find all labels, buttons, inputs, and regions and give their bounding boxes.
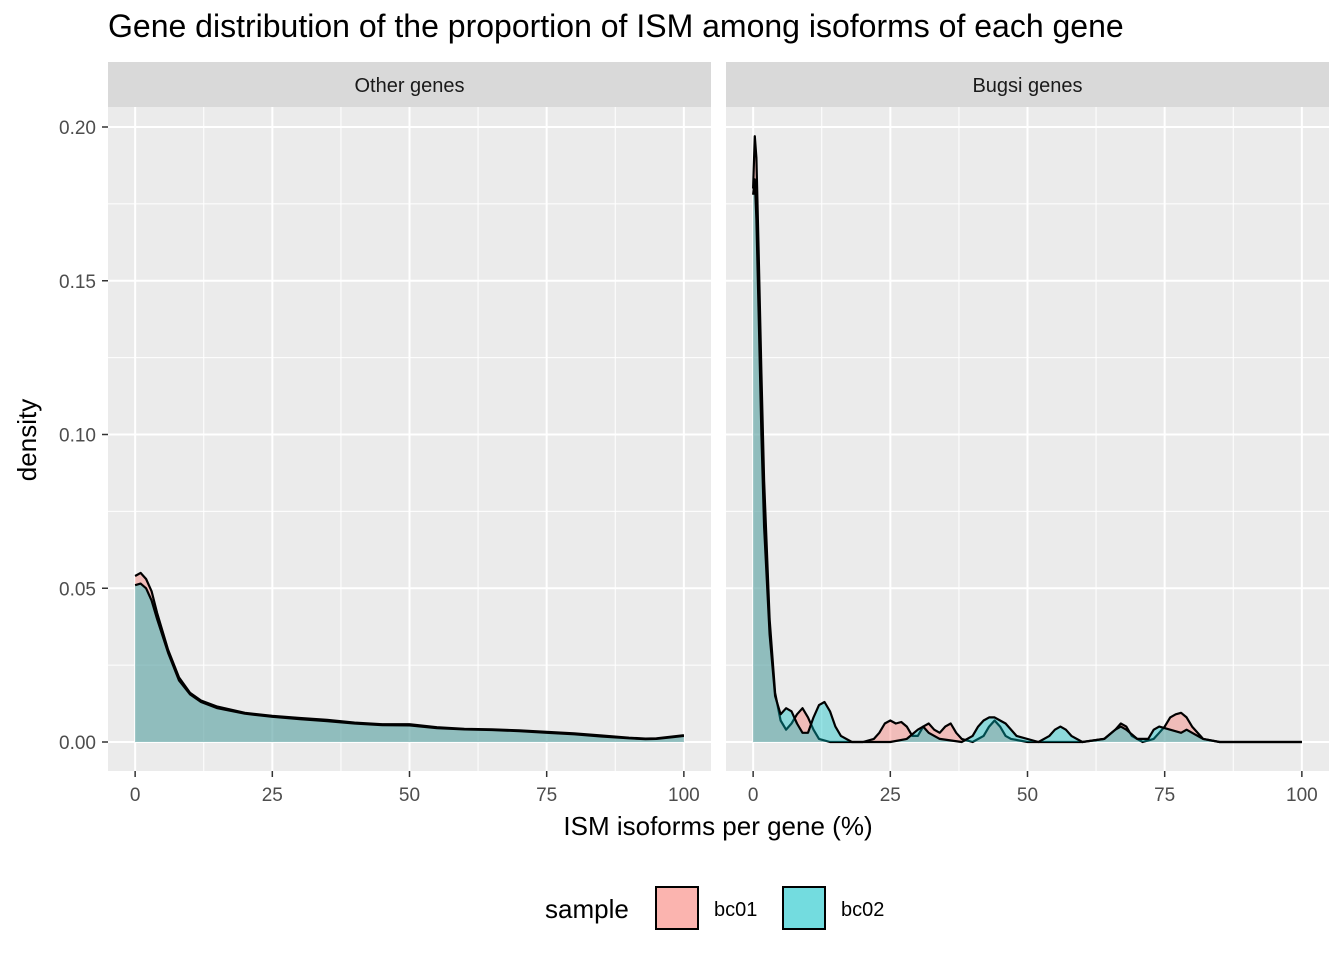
legend-swatch-bc02 xyxy=(782,886,826,930)
density-area-bc02 xyxy=(135,583,684,742)
x-tick-label: 100 xyxy=(1286,785,1318,806)
x-tick-label: 75 xyxy=(536,785,557,806)
y-tick-label: 0.00 xyxy=(59,733,96,754)
density-line-bc02 xyxy=(752,178,1302,744)
y-axis-title: density xyxy=(12,399,42,481)
legend-label-bc01: bc01 xyxy=(714,899,757,921)
panels-layer: Other genes 0 25 50 75 100 0.00 0.05 0.10 0.15 0.2… xyxy=(59,62,1329,806)
x-tick-label: 25 xyxy=(880,785,901,806)
x-tick-label: 50 xyxy=(1017,785,1038,806)
density-line-bc02 xyxy=(134,582,685,741)
facet-strip-label: Bugsi genes xyxy=(972,75,1082,97)
chart-title: Gene distribution of the proportion of I… xyxy=(108,8,1124,44)
y-tick-label: 0.15 xyxy=(59,272,96,293)
density-area-bc01 xyxy=(135,572,684,742)
facet-strip xyxy=(726,62,1329,107)
x-tick-label: 25 xyxy=(262,785,283,806)
y-tick-label: 0.20 xyxy=(59,118,96,139)
panel-1: Other genes 0 25 50 75 100 0.00 0.05 0.10 0.15 0.2… xyxy=(59,62,711,806)
legend-title: sample xyxy=(545,894,629,924)
x-tick-label: 100 xyxy=(668,785,700,806)
panel-2: Bugsi genes 0 25 50 75 100 xyxy=(726,62,1329,806)
x-tick-label: 50 xyxy=(399,785,420,806)
legend-swatch-bc01 xyxy=(655,886,699,930)
y-tick-label: 0.05 xyxy=(59,579,96,600)
facet-strip-label: Other genes xyxy=(354,75,464,97)
x-tick-label: 0 xyxy=(130,785,141,806)
x-tick-label: 0 xyxy=(748,785,759,806)
x-axis-title: ISM isoforms per gene (%) xyxy=(563,811,872,841)
x-tick-label: 75 xyxy=(1154,785,1175,806)
legend: sample bc01 bc02 xyxy=(545,886,884,930)
y-tick-label: 0.10 xyxy=(59,426,96,447)
facet-strip xyxy=(108,62,711,107)
legend-label-bc02: bc02 xyxy=(841,899,884,921)
